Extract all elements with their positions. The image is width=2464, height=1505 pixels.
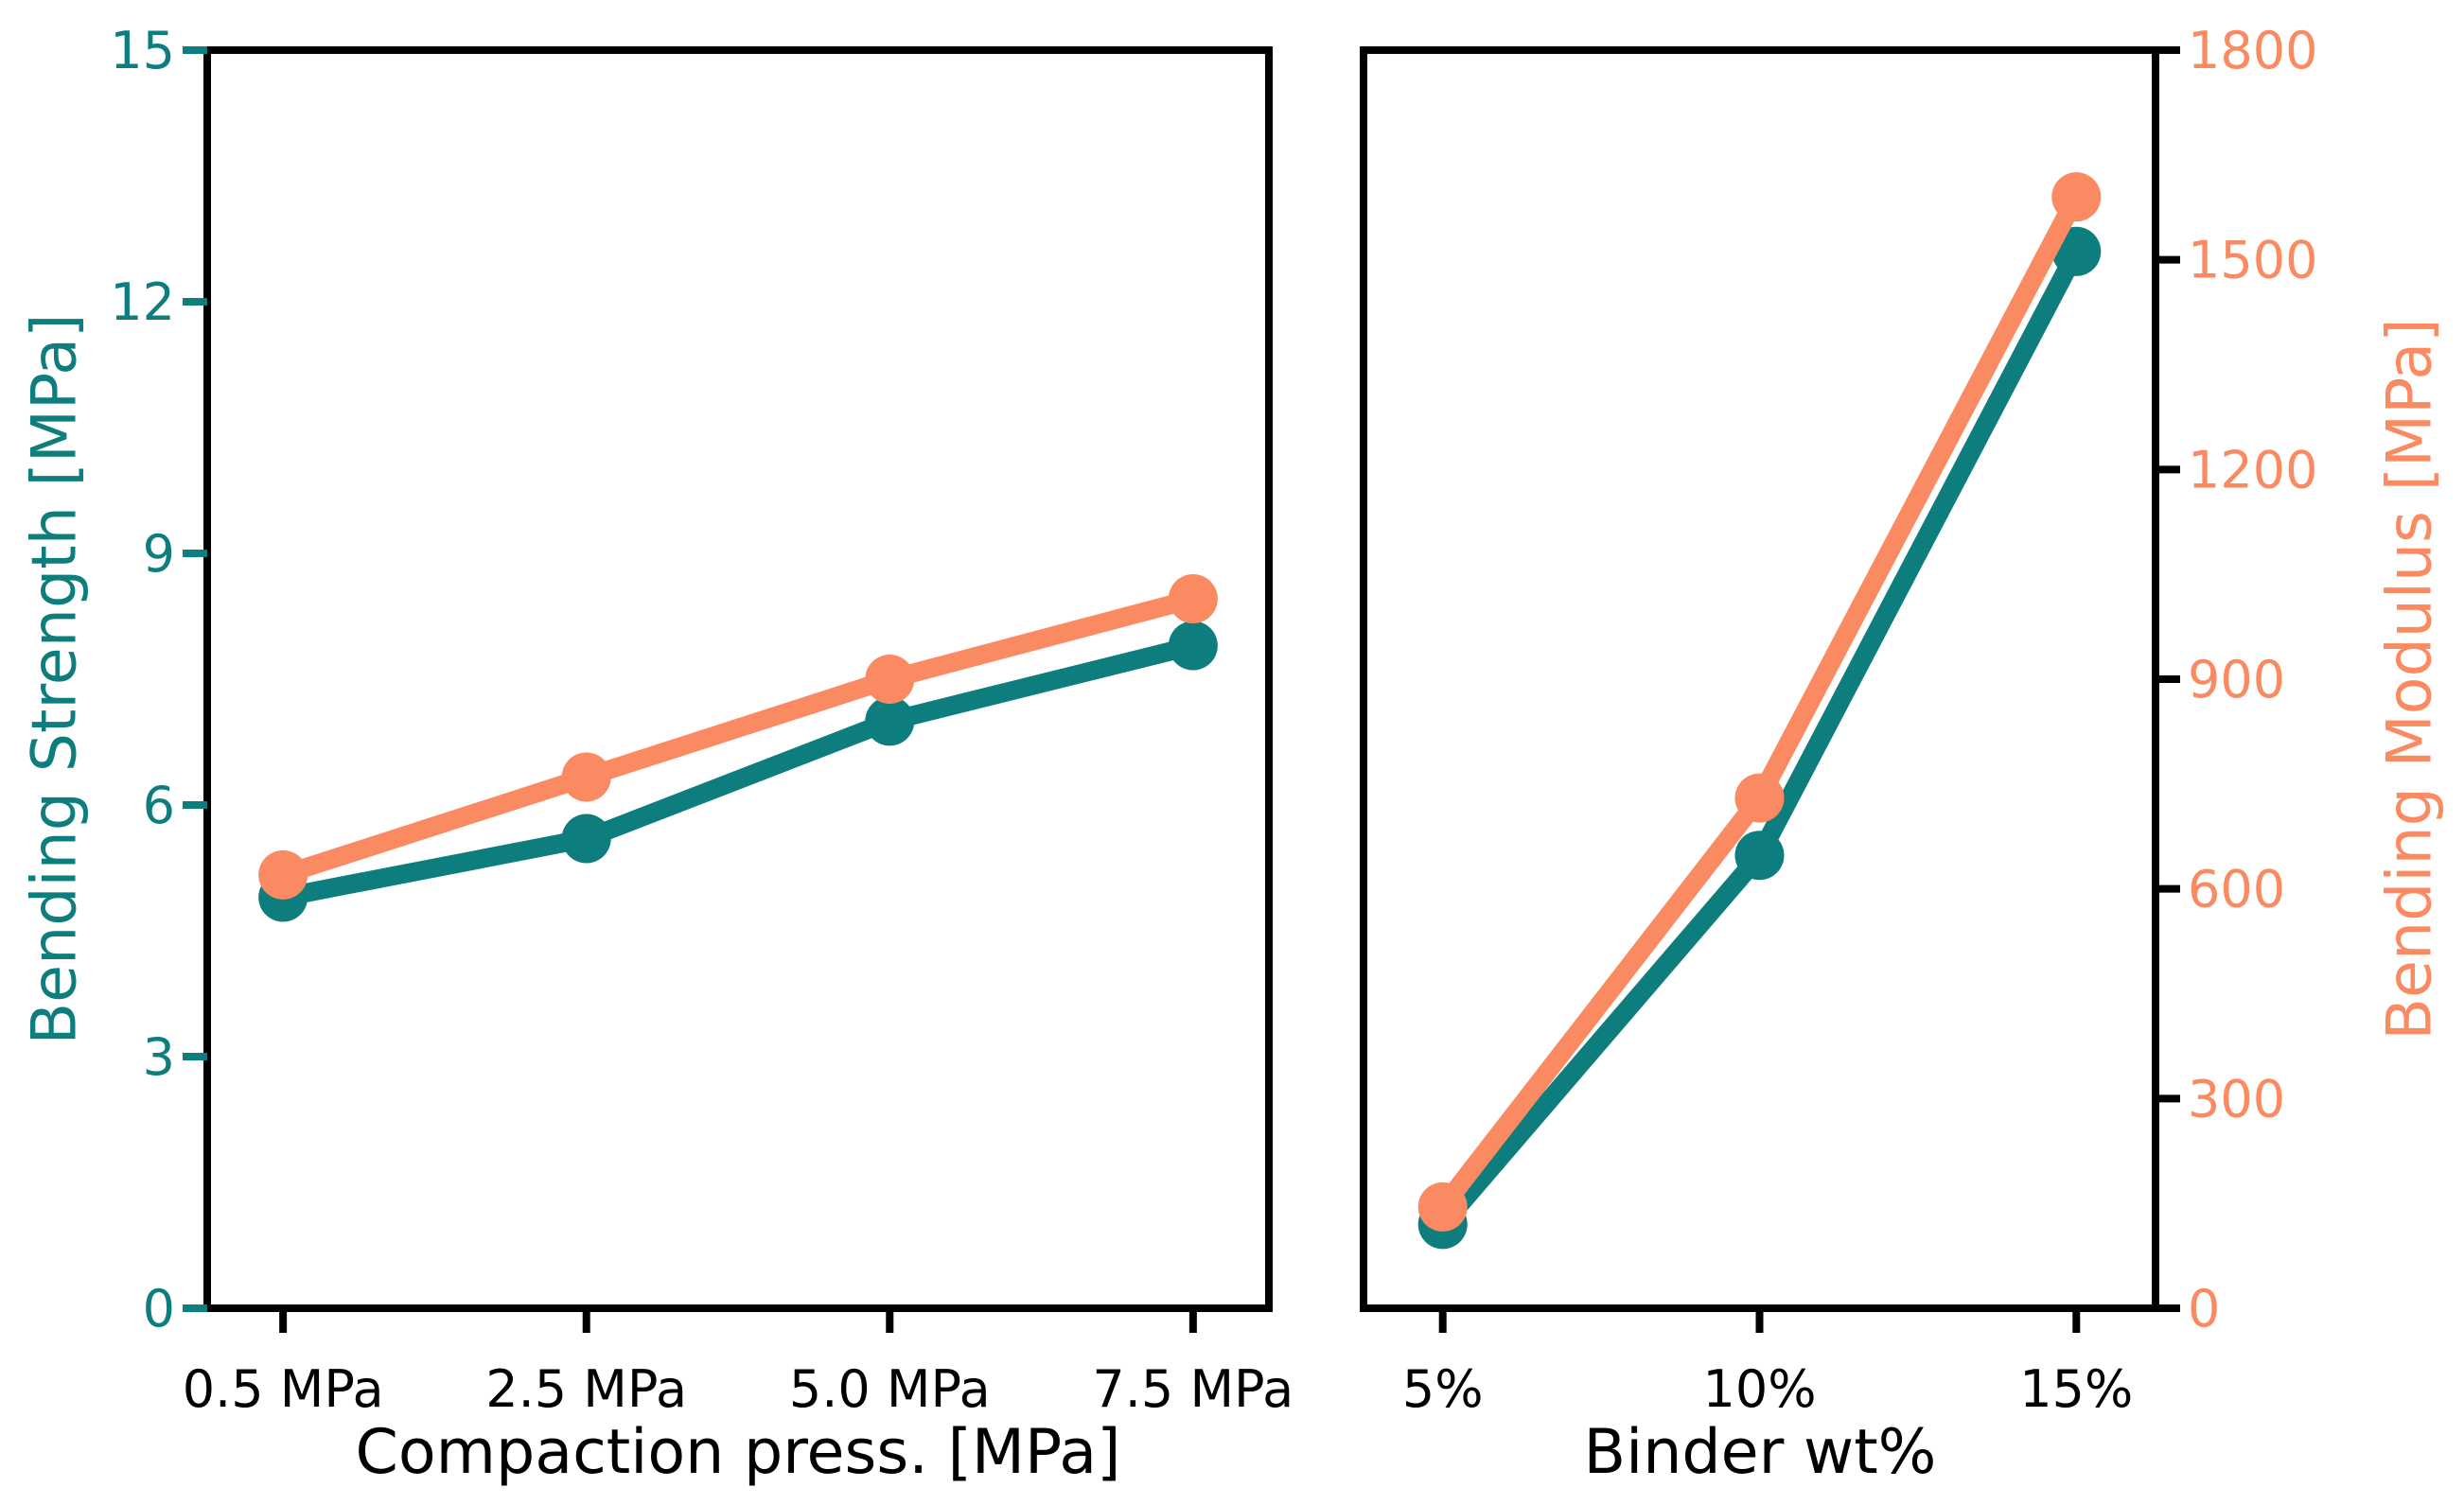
right-y-tick-label: 0 [2188, 1279, 2220, 1339]
series-marker-teal [1734, 831, 1785, 881]
series-marker-orange [561, 752, 611, 802]
x-tick-label: 15% [2019, 1359, 2133, 1419]
left-y-tick-label: 12 [110, 272, 175, 332]
series-marker-teal [561, 814, 611, 864]
right-y-tick-label: 1500 [2188, 231, 2317, 290]
series-marker-orange [1168, 574, 1218, 624]
left-y-tick-label: 9 [143, 524, 175, 584]
series-line-orange [273, 589, 1203, 884]
plot-1-spines [1360, 46, 2159, 1312]
right-y-tick-label: 1800 [2188, 21, 2317, 80]
right-y-tick-label: 1200 [2188, 440, 2317, 499]
right-y-tick-label: 300 [2188, 1069, 2285, 1129]
series-marker-teal [865, 696, 915, 746]
right-x-axis-label: Binder wt% [1583, 1417, 1937, 1488]
series-marker-orange [258, 849, 308, 900]
left-y-tick-label: 15 [110, 21, 175, 80]
right-y-axis-label: Bending Modulus [MPa] [2374, 318, 2446, 1041]
x-tick-label: 2.5 MPa [485, 1359, 687, 1419]
x-tick-label: 5.0 MPa [789, 1359, 991, 1419]
right-y-tick-label: 900 [2188, 650, 2285, 709]
left-y-tick-label: 0 [143, 1279, 175, 1339]
left-y-tick-label: 3 [143, 1027, 175, 1087]
x-tick-label: 5% [1402, 1359, 1484, 1419]
x-tick-label: 0.5 MPa [183, 1359, 384, 1419]
left-x-axis-label: Compaction press. [MPa] [355, 1417, 1121, 1488]
left-y-axis-label: Bending Strength [MPa] [19, 313, 91, 1045]
left-y-tick-label: 6 [143, 776, 175, 835]
series-line-teal [273, 636, 1203, 907]
plot-0-spines [203, 46, 1273, 1312]
series-marker-orange [1734, 773, 1785, 823]
series-marker-orange [865, 655, 915, 704]
series-line-orange [1433, 187, 2086, 1216]
x-tick-label: 7.5 MPa [1092, 1359, 1294, 1419]
x-tick-label: 10% [1702, 1359, 1816, 1419]
right-y-tick-label: 600 [2188, 860, 2285, 919]
series-marker-orange [1417, 1181, 1468, 1232]
series-marker-orange [2051, 172, 2102, 222]
series-marker-teal [1168, 621, 1218, 671]
